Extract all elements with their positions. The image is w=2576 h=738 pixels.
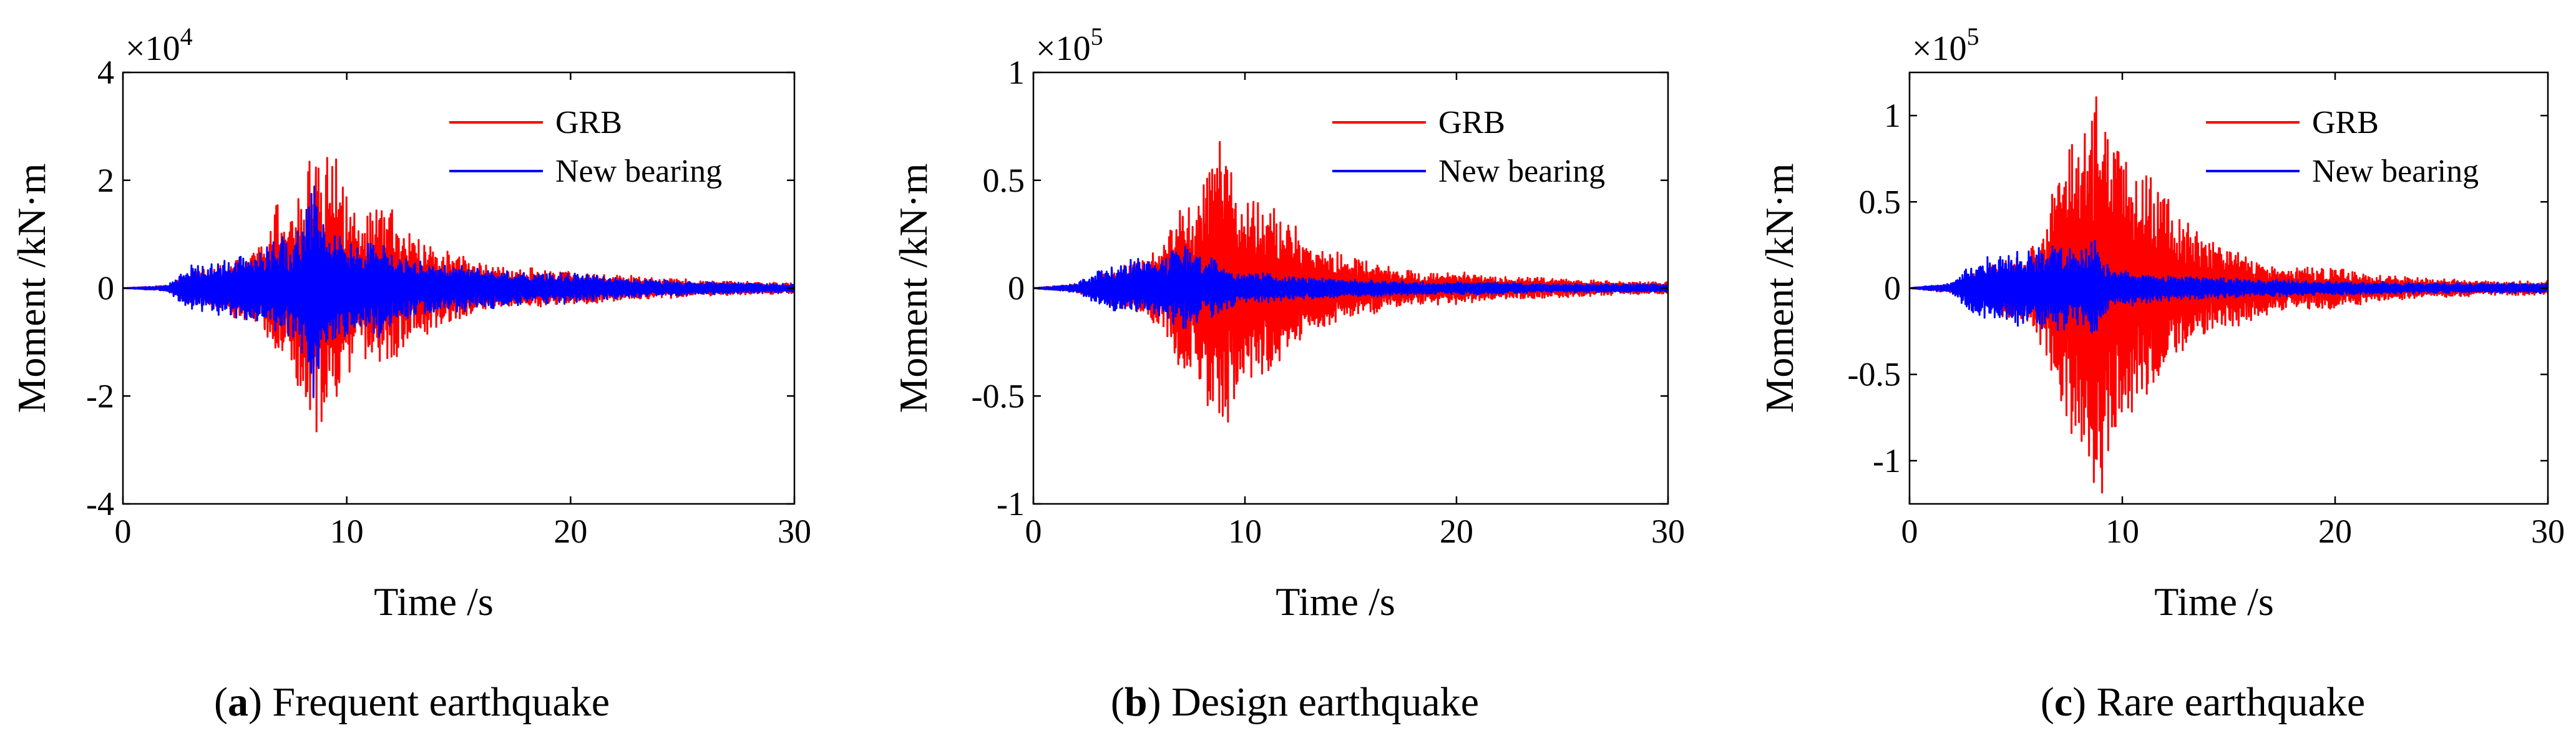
y-tick-label: 0 (1884, 270, 1901, 307)
y-tick-label: 2 (97, 162, 114, 199)
x-tick-label: 30 (2531, 513, 2565, 550)
y-tick-label: -4 (86, 485, 114, 523)
y-tick-label: -1 (997, 485, 1025, 523)
series-line-new-bearing (1033, 245, 1668, 329)
y-axis-title: Moment /kN·m (891, 164, 935, 413)
series-line-new-bearing (123, 185, 794, 398)
y-axis-title: Moment /kN·m (9, 164, 54, 413)
x-tick-label: 0 (1901, 513, 1918, 550)
y-tick-label: -1 (1873, 442, 1901, 480)
panel-caption: (c) Rare earthquake (2041, 679, 2365, 725)
x-tick-label: 20 (554, 513, 587, 550)
y-axis-title: Moment /kN·m (1757, 164, 1802, 413)
y-tick-label: -2 (86, 377, 114, 415)
legend-label: New bearing (2312, 154, 2479, 189)
x-axis-title: Time /s (374, 579, 494, 624)
y-tick-label: 1 (1884, 97, 1901, 134)
x-axis-title: Time /s (2154, 579, 2274, 624)
legend-label: GRB (555, 105, 622, 140)
x-tick-label: 20 (2318, 513, 2352, 550)
x-tick-label: 30 (778, 513, 811, 550)
x-tick-label: 0 (1025, 513, 1042, 550)
y-tick-label: -0.5 (972, 377, 1025, 415)
legend: GRB New bearing (449, 105, 722, 189)
y-tick-label: -0.5 (1848, 356, 1901, 393)
legend-label: New bearing (1438, 154, 1605, 189)
panel-caption: (a) Frequent earthquake (214, 679, 610, 725)
scale-exponent-label: ×104 (125, 22, 193, 68)
x-axis-title: Time /s (1276, 579, 1395, 624)
y-tick-label: 0.5 (983, 162, 1025, 199)
scale-exponent-label: ×105 (1912, 22, 1979, 68)
panel-c: 0 10 20 30 -1 -0.5 0 0.5 1 ×105 Time /s Moment /kN·… (1757, 22, 2565, 725)
x-tick-label: 0 (115, 513, 132, 550)
x-tick-label: 30 (1651, 513, 1685, 550)
legend-label: GRB (2312, 105, 2379, 140)
y-tick-label: 4 (97, 54, 114, 91)
y-tick-label: 0 (1008, 270, 1025, 307)
scale-exponent-label: ×105 (1036, 22, 1103, 68)
y-tick-label: 0 (97, 270, 114, 307)
panel-b: 0 10 20 30 -1 -0.5 0 0.5 1 ×105 Time /s Moment /kN·… (891, 22, 1685, 725)
panel-caption: (b) Design earthquake (1111, 679, 1479, 725)
y-tick-label: 1 (1008, 54, 1025, 91)
series-line-new-bearing (1910, 240, 2548, 334)
legend: GRB New bearing (1332, 105, 1605, 189)
x-tick-label: 10 (330, 513, 364, 550)
legend: GRB New bearing (2206, 105, 2479, 189)
x-tick-label: 10 (2105, 513, 2139, 550)
x-tick-label: 20 (1440, 513, 1473, 550)
legend-label: New bearing (555, 154, 722, 189)
panel-a: 0 10 20 30 -4 -2 0 2 4 ×104 Time /s Moment /kN·m GRB… (9, 22, 811, 725)
legend-label: GRB (1438, 105, 1505, 140)
x-tick-label: 10 (1228, 513, 1262, 550)
y-tick-label: 0.5 (1859, 183, 1901, 220)
